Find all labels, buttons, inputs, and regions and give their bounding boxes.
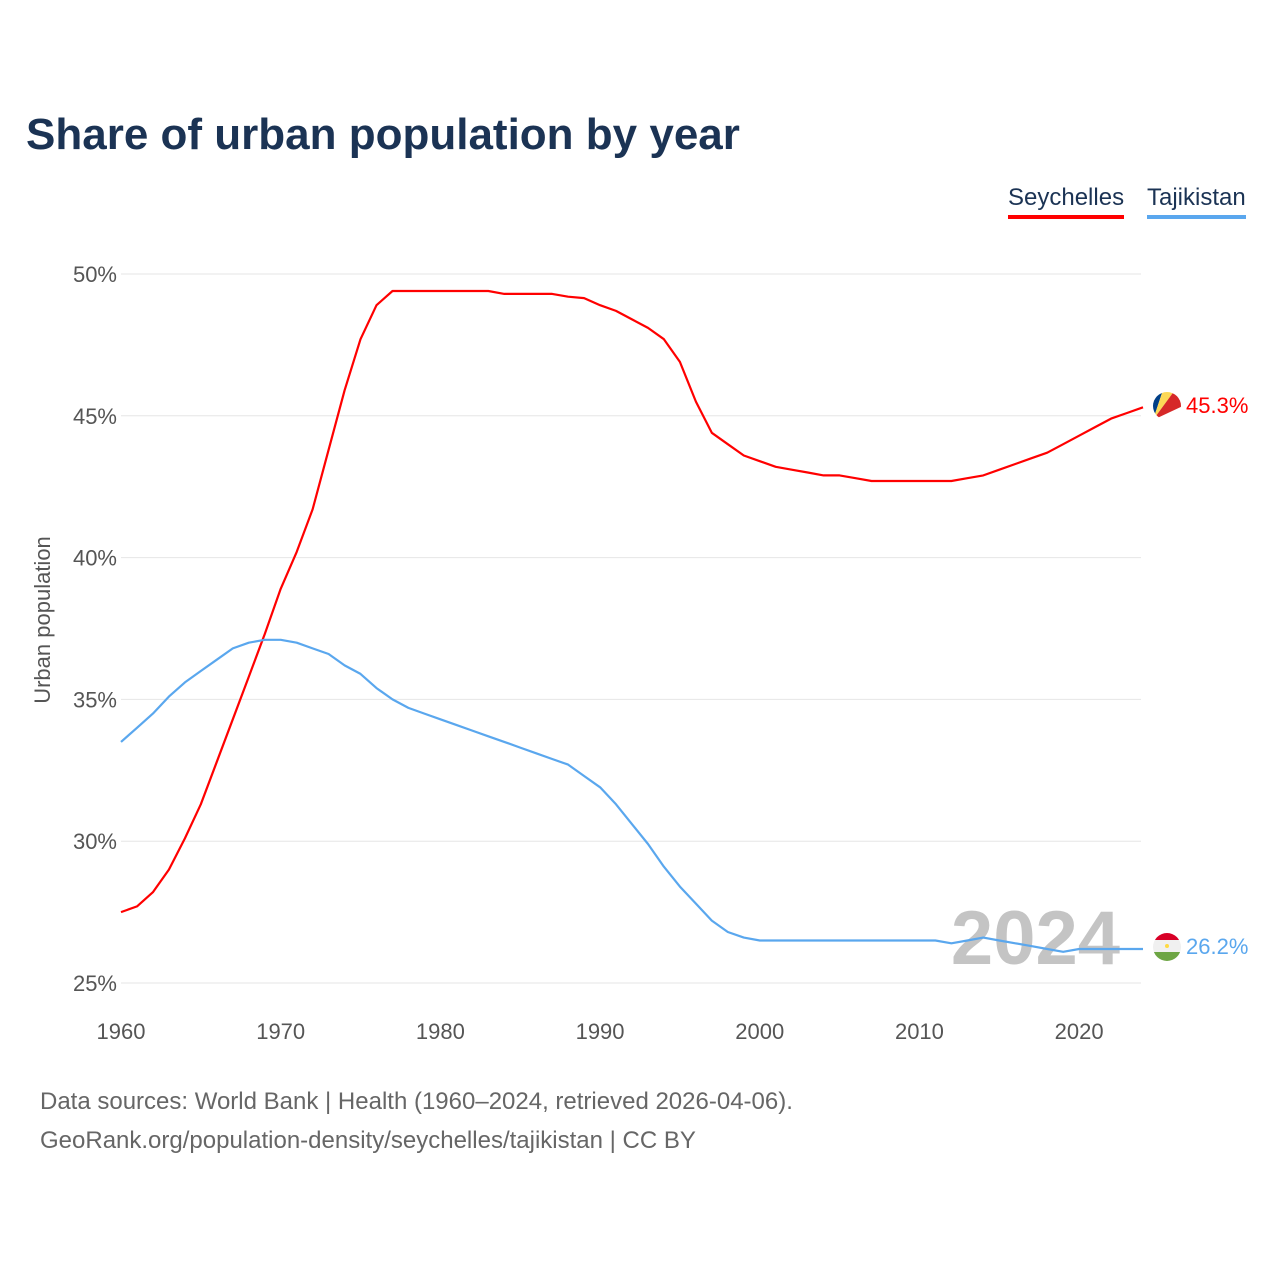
footer-link[interactable]: GeoRank.org/population-density/seychelle…: [40, 1127, 696, 1154]
seychelles-end-label: 45.3%: [1186, 393, 1248, 418]
legend-tajikistan[interactable]: Tajikistan: [1147, 184, 1246, 219]
y-tick-label: 25%: [73, 971, 117, 996]
x-tick-label: 2020: [1055, 1019, 1104, 1044]
y-tick-label: 45%: [73, 404, 117, 429]
x-tick-label: 2000: [735, 1019, 784, 1044]
y-tick-label: 30%: [73, 829, 117, 854]
chart-title: Share of urban population by year: [26, 110, 740, 159]
x-tick-label: 1980: [416, 1019, 465, 1044]
y-tick-label: 40%: [73, 546, 117, 571]
seychelles-flag-icon: [1153, 392, 1181, 420]
x-tick-label: 1960: [97, 1019, 146, 1044]
x-tick-label: 1990: [576, 1019, 625, 1044]
series-line-tajikistan: [120, 638, 1143, 953]
y-axis-label: Urban population: [30, 536, 55, 704]
series-line-seychelles: [120, 289, 1144, 914]
footer-sources: Data sources: World Bank | Health (1960–…: [40, 1088, 793, 1115]
tajikistan-end-label: 26.2%: [1186, 934, 1248, 959]
x-tick-label: 1970: [256, 1019, 305, 1044]
y-tick-label: 35%: [73, 687, 117, 712]
legend-seychelles[interactable]: Seychelles: [1008, 184, 1125, 219]
y-tick-label: 50%: [73, 262, 117, 287]
tajikistan-flag-icon: [1153, 933, 1181, 961]
x-tick-label: 2010: [895, 1019, 944, 1044]
